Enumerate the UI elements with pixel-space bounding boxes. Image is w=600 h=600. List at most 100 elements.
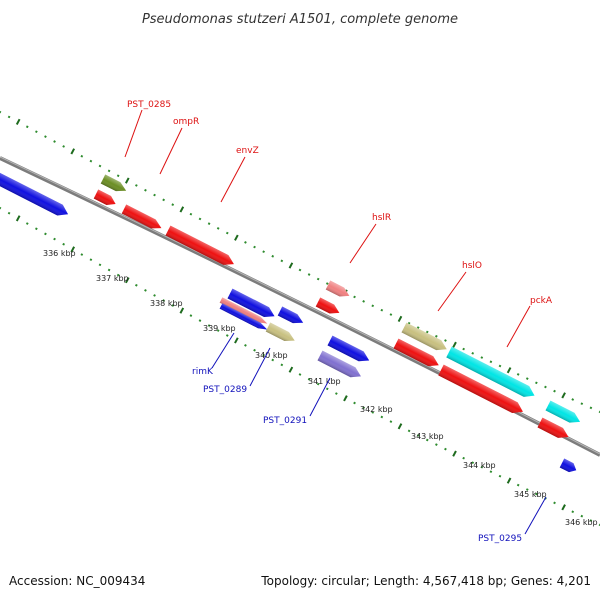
gene-label[interactable]: PST_0289 (203, 385, 247, 395)
gene-label[interactable]: envZ (236, 146, 259, 156)
minor-tick (553, 501, 556, 505)
minor-tick (35, 227, 38, 231)
minor-tick (98, 164, 102, 168)
accession-text: Accession: NC_009434 (9, 574, 145, 588)
minor-tick (198, 217, 202, 221)
minor-tick (389, 313, 393, 316)
minor-tick (262, 353, 265, 357)
gene-arrow[interactable] (121, 204, 164, 233)
minor-tick (271, 254, 275, 258)
gene-arrow[interactable] (559, 458, 579, 475)
label-leaders (124, 109, 547, 535)
minor-tick (316, 382, 320, 386)
major-tick (561, 392, 566, 399)
minor-tick (107, 268, 111, 272)
minor-tick (80, 253, 84, 256)
gene-label[interactable]: hslR (372, 213, 391, 223)
gene-arrow[interactable] (317, 350, 364, 382)
major-tick (506, 477, 512, 484)
gene-arrow[interactable] (438, 364, 525, 417)
minor-tick (280, 363, 284, 367)
minor-tick (244, 241, 247, 244)
minor-tick (471, 461, 475, 465)
gene-arrow[interactable] (537, 417, 572, 442)
gene-arrow[interactable] (325, 280, 352, 301)
gene-label[interactable]: rimK (192, 367, 214, 377)
minor-tick (171, 304, 175, 307)
major-tick (124, 277, 130, 284)
label-leader-line (309, 377, 331, 417)
minor-tick (153, 193, 156, 197)
gene-arrow[interactable] (219, 297, 269, 326)
gene-arrow[interactable] (446, 346, 537, 401)
gene-label[interactable]: PST_0295 (478, 534, 522, 544)
minor-tick (425, 330, 429, 334)
minor-tick (116, 174, 120, 178)
major-tick (397, 315, 403, 323)
major-tick (234, 234, 239, 241)
minor-tick (353, 401, 356, 405)
minor-tick (44, 232, 47, 236)
minor-tick (489, 470, 493, 474)
minor-tick (353, 295, 356, 299)
minor-tick (135, 283, 138, 287)
minor-tick (516, 483, 520, 487)
map-title: Pseudomonas stutzeri A1501, complete gen… (142, 12, 458, 27)
minor-tick (598, 523, 600, 527)
major-tick (179, 206, 185, 213)
minor-tick (44, 135, 47, 138)
minor-tick (444, 447, 447, 451)
label-leader-line (437, 271, 467, 312)
gene-label[interactable]: PST_0285 (127, 100, 171, 110)
minor-tick (216, 227, 220, 230)
minor-tick (371, 410, 375, 414)
gene-arrow[interactable] (100, 174, 129, 196)
minor-tick (498, 364, 502, 368)
gene-arrow[interactable] (393, 338, 442, 371)
scale-label: 340 kbp (255, 351, 288, 360)
gene-arrow[interactable] (545, 400, 583, 427)
major-tick (15, 118, 21, 125)
minor-tick (498, 474, 502, 478)
gene-label[interactable]: hslO (462, 261, 482, 271)
minor-tick (535, 492, 538, 496)
gene-arrow[interactable] (277, 306, 306, 328)
gene-arrow[interactable] (93, 189, 118, 209)
gene-arrow[interactable] (315, 297, 342, 318)
gene-arrow[interactable] (0, 171, 71, 220)
scale-label: 345 kbp (514, 490, 547, 499)
minor-tick (571, 510, 575, 514)
gene-label[interactable]: PST_0291 (263, 416, 307, 426)
minor-tick (153, 294, 156, 297)
minor-tick (207, 222, 211, 226)
gene-arrow[interactable] (227, 288, 278, 322)
scale-label: 342 kbp (360, 405, 393, 414)
minor-tick (162, 198, 165, 202)
gene-arrow[interactable] (265, 322, 297, 346)
major-tick (70, 246, 76, 253)
gene-arrow[interactable] (219, 303, 269, 332)
major-tick (288, 366, 294, 373)
major-tick (234, 337, 239, 344)
major-tick (397, 423, 403, 430)
scale-ticks: 336 kbp 337 kbp 338 kbp 339 kbp 340 kbp 341 k… (0, 110, 600, 527)
gene-arrow[interactable] (327, 335, 372, 366)
minor-tick (244, 344, 247, 347)
minor-tick (107, 169, 111, 173)
minor-tick (525, 377, 529, 380)
minor-tick (80, 154, 84, 158)
minor-tick (435, 443, 438, 446)
major-tick (288, 262, 294, 269)
major-tick (452, 450, 457, 457)
gene-arrow[interactable] (165, 225, 237, 269)
major-tick (561, 504, 566, 511)
gene-arrow[interactable] (401, 322, 450, 355)
minor-tick (280, 259, 284, 263)
gene-label[interactable]: pckA (530, 296, 553, 306)
minor-tick (480, 356, 484, 359)
gene-label[interactable]: ompR (173, 117, 199, 127)
minor-tick (225, 334, 229, 337)
minor-tick (89, 159, 93, 163)
major-tick (124, 177, 130, 184)
